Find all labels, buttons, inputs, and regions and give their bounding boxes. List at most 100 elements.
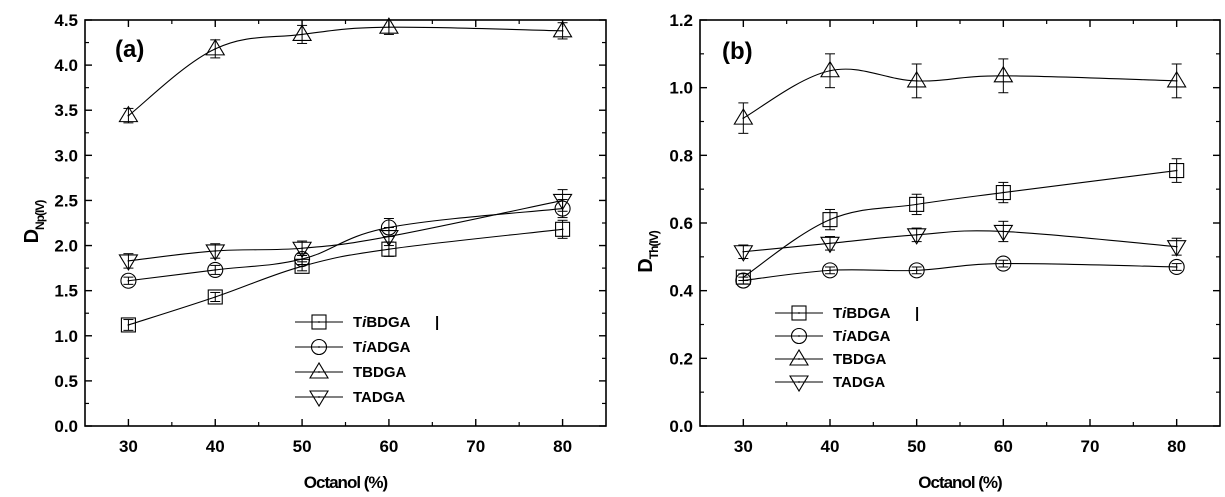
- legend-label-part: i: [362, 314, 367, 331]
- data-point-square: [995, 185, 1011, 201]
- legend-marker-triangle-up-center-dot: [798, 358, 800, 360]
- data-point-triangle-up: [292, 24, 313, 41]
- y-tick-label: 0.8: [669, 146, 693, 165]
- data-point-square-center-dot: [1175, 169, 1178, 172]
- legend-label-part: BDGA: [366, 314, 410, 331]
- x-axis-title: Octanol (%): [304, 473, 388, 492]
- data-point-square: [207, 289, 223, 305]
- legend-label-part: TADGA: [833, 374, 885, 391]
- legend-label: TiBDGA: [353, 314, 411, 331]
- data-point-triangle-up: [993, 65, 1014, 83]
- data-point-triangle-down-center-dot: [742, 250, 745, 253]
- data-point-circle-center-dot: [1175, 266, 1178, 268]
- data-point-triangle-up-center-dot: [388, 26, 390, 29]
- legend-label: TBDGA: [833, 351, 886, 368]
- y-axis-title-subscript: Np(IV): [33, 200, 47, 230]
- data-point-triangle-up-center-dot: [1002, 74, 1005, 77]
- legend-marker-square: [311, 314, 327, 330]
- legend-marker-triangle-up: [789, 348, 809, 366]
- data-point-triangle-down-center-dot: [127, 259, 130, 262]
- data-point-triangle-down: [906, 228, 927, 245]
- panel-label: (a): [115, 36, 144, 63]
- legend-label-part: i: [842, 328, 847, 345]
- data-point-square-center-dot: [561, 228, 564, 231]
- data-point-triangle-up: [552, 20, 573, 38]
- data-point-triangle-down: [733, 245, 754, 262]
- data-point-circle-center-dot: [915, 269, 918, 272]
- plot-frame: [699, 19, 1221, 427]
- data-point-circle-center-dot: [127, 279, 130, 282]
- data-point-circle-center-dot: [742, 279, 745, 282]
- data-point-triangle-down: [993, 224, 1014, 242]
- y-axis-title-subscript: Th(IV): [647, 230, 661, 259]
- data-point-square-center-dot: [127, 324, 130, 326]
- data-point-square-center-dot: [388, 248, 390, 251]
- data-point-square: [909, 196, 925, 212]
- y-tick-label: 0.6: [669, 214, 693, 233]
- data-point-triangle-up: [906, 70, 927, 88]
- y-tick-label: 0.5: [54, 372, 78, 391]
- y-tick-label: 3.5: [54, 101, 78, 120]
- data-point-circle: [995, 255, 1012, 272]
- y-tick-label: 1.2: [669, 11, 693, 30]
- data-point-triangle-up: [733, 108, 754, 125]
- data-point-triangle-up-center-dot: [301, 33, 303, 36]
- data-point-triangle-down: [205, 244, 226, 262]
- data-point-triangle-down-center-dot: [1175, 245, 1178, 248]
- series-line: [743, 262, 1177, 282]
- series-line: [128, 199, 563, 262]
- legend-label: TiADGA: [833, 328, 891, 345]
- series-3: [118, 17, 573, 124]
- legend-marker-triangle-down-center-dot: [318, 396, 320, 398]
- series-line: [743, 68, 1177, 119]
- data-point-triangle-up: [1166, 70, 1187, 88]
- data-point-triangle-down: [378, 229, 399, 247]
- chart-panel-1: 30 40 50 60 70 80 0.0 0.5 1.0 1.5 2.0 2.5 3.0 3.5 4.0 4…: [21, 11, 607, 492]
- y-tick-label: 0.4: [669, 282, 693, 301]
- data-point-square-center-dot: [1002, 191, 1005, 194]
- legend-label: TADGA: [833, 374, 885, 391]
- data-point-square: [555, 221, 571, 237]
- data-point-triangle-up-center-dot: [561, 29, 564, 32]
- legend-marker-circle-center-dot: [798, 335, 800, 337]
- y-tick-label: 4.0: [54, 56, 78, 75]
- legend-marker-square: [791, 305, 807, 321]
- y-tick-label: 1.0: [669, 79, 693, 98]
- series-1: [120, 219, 571, 333]
- x-tick-label: 40: [206, 437, 225, 456]
- data-point-circle: [207, 261, 224, 278]
- data-point-circle-center-dot: [301, 258, 303, 260]
- legend-label-part: T: [833, 305, 842, 322]
- legend-label-part: T: [833, 328, 842, 345]
- x-tick-label: 30: [119, 437, 138, 456]
- data-point-circle: [1168, 258, 1185, 276]
- y-tick-label: 1.0: [54, 327, 78, 346]
- data-point-triangle-up: [378, 17, 399, 34]
- legend-label-part: TBDGA: [353, 364, 406, 381]
- data-point-square-center-dot: [829, 218, 831, 221]
- data-point-triangle-down-center-dot: [829, 242, 831, 245]
- x-tick-label: 60: [994, 437, 1013, 456]
- series-2: [735, 255, 1185, 289]
- data-point-square-center-dot: [915, 203, 918, 206]
- x-axis-title: Octanol (%): [918, 473, 1002, 492]
- data-point-triangle-down-center-dot: [561, 199, 564, 202]
- data-point-square: [1169, 163, 1185, 179]
- legend-label-part: TBDGA: [833, 351, 886, 368]
- data-point-triangle-down: [552, 193, 573, 211]
- legend-label-part: ADGA: [366, 339, 410, 356]
- y-tick-label: 1.5: [54, 282, 78, 301]
- data-point-square-center-dot: [214, 296, 217, 298]
- legend-label: TiBDGA: [833, 305, 891, 322]
- y-tick-label: 4.5: [54, 11, 78, 30]
- legend-label-part: i: [362, 339, 367, 356]
- series-line: [743, 230, 1177, 253]
- data-point-triangle-up-center-dot: [915, 80, 918, 82]
- data-point-circle: [735, 272, 752, 289]
- legend-marker-circle: [310, 338, 328, 356]
- legend-label-part: BDGA: [846, 305, 890, 322]
- data-point-triangle-up: [118, 105, 139, 123]
- legend-marker-circle-center-dot: [318, 346, 320, 348]
- legend-marker-text: |: [435, 314, 439, 331]
- legend-label-part: T: [353, 339, 362, 356]
